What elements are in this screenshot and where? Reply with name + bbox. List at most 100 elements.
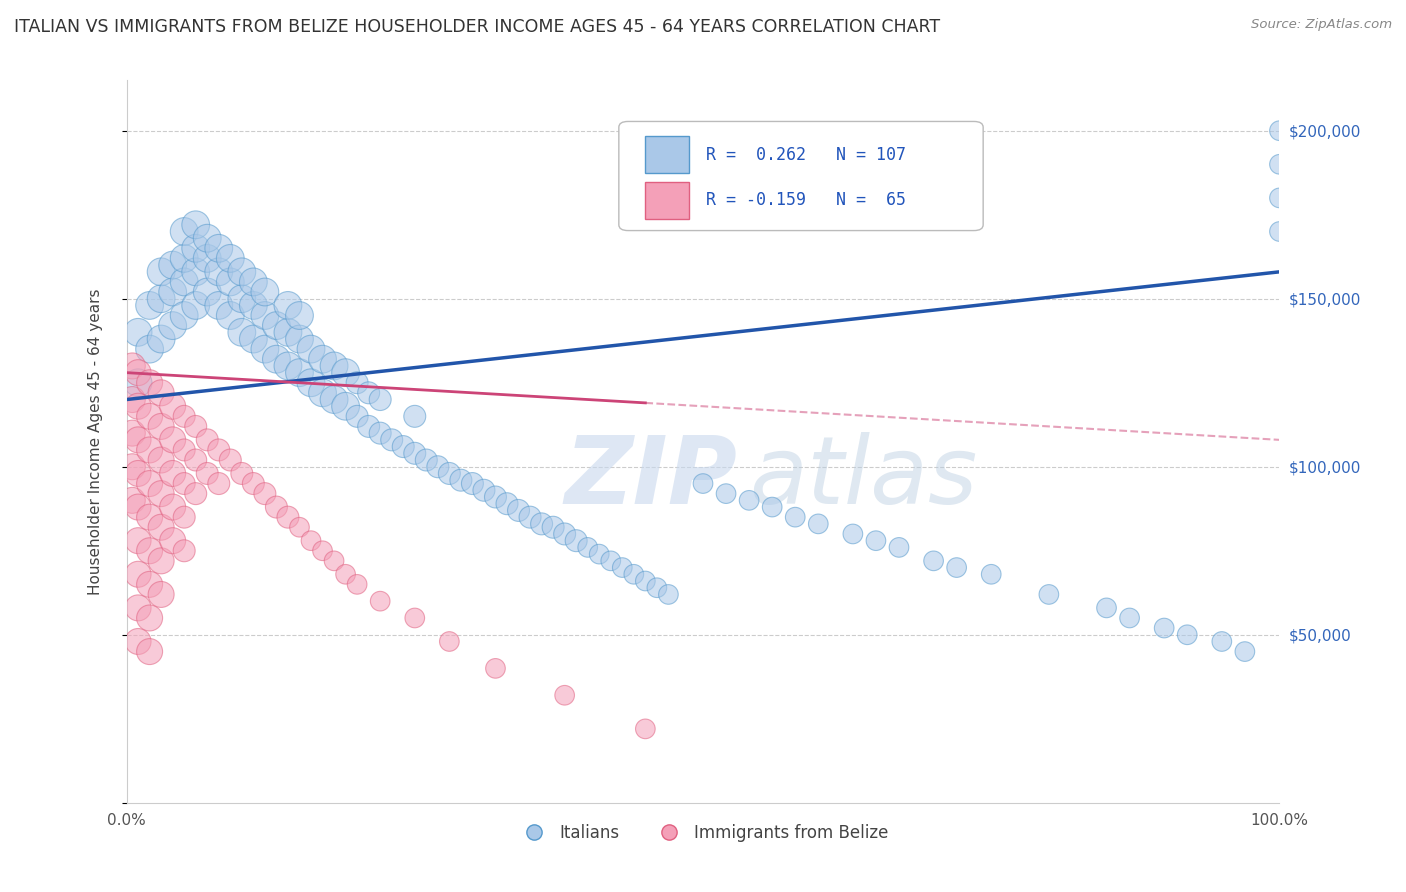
Point [208,476,231,491]
Point [162,285,184,299]
Point [150,292,173,306]
Point [277,359,299,373]
Point [231,467,253,481]
Point [150,520,173,534]
Point [1175,628,1198,642]
Point [980,567,1002,582]
Point [253,285,276,299]
Text: R =  0.262   N = 107: R = 0.262 N = 107 [706,145,907,163]
Point [195,252,218,266]
Point [121,392,143,407]
Point [127,326,149,340]
Point [253,342,276,356]
Point [472,483,495,498]
Point [253,486,276,500]
Point [368,426,391,441]
Point [1233,644,1256,658]
Point [162,467,184,481]
Point [242,476,264,491]
Point [1268,157,1291,171]
Text: Source: ZipAtlas.com: Source: ZipAtlas.com [1251,18,1392,31]
Point [439,467,461,481]
Point [138,442,160,457]
Point [484,661,506,675]
Point [138,298,160,312]
Point [404,611,426,625]
Point [173,252,195,266]
Point [887,541,910,555]
Text: atlas: atlas [749,432,977,524]
Point [346,577,368,591]
Point [1268,225,1291,239]
Point [162,318,184,333]
Point [519,510,541,524]
Point [277,510,299,524]
Point [346,376,368,390]
Point [127,634,149,648]
Point [392,440,415,454]
Point [138,543,160,558]
Point [634,574,657,588]
Point [299,342,322,356]
Point [439,634,461,648]
Point [138,376,160,390]
Point [127,600,149,615]
Point [541,520,564,534]
Point [127,433,149,447]
Text: ZIP: ZIP [565,432,738,524]
Point [173,442,195,457]
Point [231,292,253,306]
Point [335,567,357,582]
Point [173,476,195,491]
Point [184,453,207,467]
Point [253,309,276,323]
Point [299,376,322,390]
Point [173,409,195,424]
Point [150,419,173,434]
Point [1038,587,1060,601]
Point [368,594,391,608]
Point [1118,611,1140,625]
Point [484,490,506,504]
Point [266,352,288,367]
Point [150,453,173,467]
Point [219,252,242,266]
Point [1268,124,1291,138]
Point [288,520,311,534]
Point [208,298,231,312]
Point [554,527,576,541]
Point [127,533,149,548]
Point [335,366,357,380]
Point [150,332,173,346]
Point [150,587,173,601]
Point [138,476,160,491]
Point [945,560,967,574]
Point [288,332,311,346]
Point [311,385,333,400]
Point [121,426,143,441]
Point [612,560,634,574]
Point [150,385,173,400]
Point [173,225,195,239]
Point [645,581,668,595]
Point [922,554,945,568]
Point [761,500,783,514]
Point [588,547,610,561]
Point [404,409,426,424]
Point [657,587,679,601]
Point [508,503,530,517]
Point [415,453,437,467]
Point [1268,191,1291,205]
Point [173,543,195,558]
Point [184,419,207,434]
Point [208,265,231,279]
Point [738,493,761,508]
Point [231,326,253,340]
Point [323,359,346,373]
Point [173,510,195,524]
Legend: Italians, Immigrants from Belize: Italians, Immigrants from Belize [510,817,896,848]
Point [576,541,599,555]
Point [599,554,621,568]
Point [138,510,160,524]
Point [127,567,149,582]
